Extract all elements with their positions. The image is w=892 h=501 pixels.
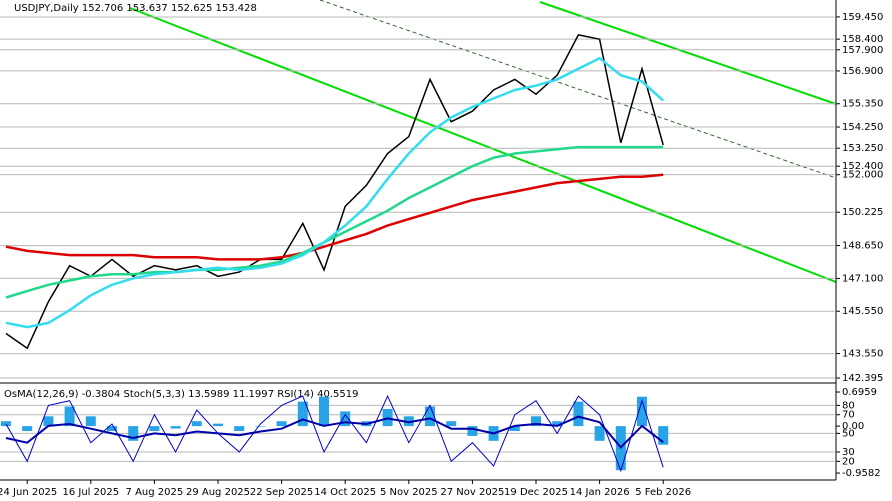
histogram-bar (340, 411, 351, 427)
histogram-bar (191, 421, 202, 427)
y-tick-label: 158.400 (842, 34, 883, 45)
y-tick-label: 153.250 (842, 143, 883, 154)
histogram-bar (531, 416, 541, 427)
y-tick-label: -0.9582 (842, 468, 881, 479)
series-line (5, 173, 664, 261)
y-tick-label: 147.100 (842, 273, 883, 284)
y-tick-label: 154.250 (842, 122, 883, 133)
histogram-bar (128, 426, 139, 441)
y-tick-label: 143.550 (842, 349, 883, 360)
histogram-bar (446, 421, 457, 427)
channel-line (539, 1, 837, 105)
histogram-bar (107, 426, 117, 432)
x-tick-label: 19 Dec 2025 (504, 487, 568, 498)
x-tick-label: 27 Nov 2025 (440, 487, 504, 498)
y-tick-label: 20 (842, 456, 855, 467)
x-tick-label: 16 Jul 2025 (62, 487, 119, 498)
y-tick-label: 50 (842, 428, 855, 439)
channel-line (129, 7, 837, 283)
histogram-bar (85, 416, 96, 427)
x-tick-label: 5 Nov 2025 (380, 487, 438, 498)
series-line (5, 415, 664, 449)
x-tick-label: 29 Aug 2025 (186, 487, 250, 498)
y-tick-label: 152.000 (842, 170, 883, 181)
y-tick-label: 148.650 (842, 241, 883, 252)
histogram-bar (22, 426, 33, 432)
x-tick-label: 24 Jun 2025 (0, 487, 57, 498)
indicator-title: OsMA(12,26,9) -0.3804 Stoch(5,3,3) 13.59… (4, 389, 359, 400)
histogram-bar (425, 406, 435, 427)
x-tick-label: 5 Feb 2026 (635, 487, 691, 498)
histogram-bar (1, 421, 11, 427)
histogram-bar (170, 426, 181, 429)
histogram-bar (255, 426, 266, 427)
y-tick-label: 0.00 (842, 421, 864, 432)
histogram-bar (297, 401, 308, 427)
histogram-bar (43, 416, 54, 427)
y-tick-label: 142.395 (842, 373, 883, 384)
y-tick-label: 70 (842, 410, 855, 421)
y-tick-label: 157.900 (842, 45, 883, 56)
y-tick-label: 159.450 (842, 12, 883, 23)
y-tick-label: 155.350 (842, 99, 883, 110)
y-tick-label: 152.400 (842, 161, 883, 172)
histogram-bar (149, 426, 160, 432)
histogram-bar (213, 423, 223, 427)
histogram-bar (509, 426, 520, 432)
histogram-bar (658, 426, 669, 445)
y-tick-label: 30 (842, 447, 855, 458)
histogram-bar (319, 396, 329, 427)
histogram-bar (573, 401, 584, 427)
y-tick-label: 150.225 (842, 207, 883, 218)
chart-title: USDJPY,Daily 152.706 153.637 152.625 153… (14, 3, 257, 14)
histogram-bar (467, 426, 478, 436)
y-tick-label: 80 (842, 400, 855, 411)
x-tick-label: 7 Aug 2025 (126, 487, 184, 498)
series-line (5, 145, 664, 299)
histogram-bar (64, 406, 75, 427)
x-tick-label: 14 Jan 2026 (570, 487, 630, 498)
histogram-bar (552, 421, 563, 427)
histogram-bar (637, 396, 647, 427)
histogram-bar (276, 421, 287, 427)
y-tick-label: 156.900 (842, 66, 883, 77)
series-line (5, 394, 664, 473)
histogram-bar (594, 426, 605, 441)
y-tick-label: 0.6959 (842, 387, 877, 398)
series-line (5, 56, 665, 329)
y-tick-label: 145.550 (842, 306, 883, 317)
histogram-bar (234, 426, 245, 432)
x-tick-label: 14 Oct 2025 (314, 487, 376, 498)
x-tick-label: 22 Sep 2025 (250, 487, 313, 498)
